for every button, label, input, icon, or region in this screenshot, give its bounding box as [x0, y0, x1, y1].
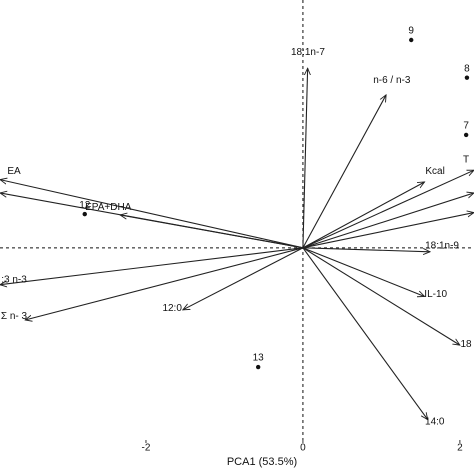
loading-label: 12:0: [162, 303, 182, 314]
point-label: 9: [408, 26, 414, 37]
point-label: 12: [79, 200, 91, 211]
loading-arrow: [0, 180, 304, 249]
loading-arrow: [302, 213, 474, 249]
point-label: 13: [253, 353, 265, 364]
point-label: 8: [464, 63, 470, 74]
loading-arrow: [0, 247, 303, 285]
loading-label: Σ n- 3: [1, 311, 28, 322]
loading-arrow: [302, 68, 308, 248]
loading-label: T: [463, 155, 469, 166]
loading-arrow: [302, 247, 460, 345]
x-tick-label: -2: [142, 443, 151, 454]
sample-point: [464, 75, 470, 80]
loading-arrow: [302, 247, 430, 252]
x-axis-label: PCA1 (53.5%): [227, 456, 297, 468]
loading-label: 14:0: [425, 416, 445, 427]
sample-point: [255, 364, 261, 370]
loading-arrow: [302, 247, 428, 420]
loading-label: Kcal: [425, 166, 444, 177]
loading-label: 18: [460, 339, 472, 350]
loading-arrow: [183, 247, 304, 310]
x-tick-label: 2: [457, 443, 463, 454]
loading-arrow: [0, 193, 304, 249]
loading-label: n-6 / n-3: [373, 75, 411, 86]
point-label: 7: [463, 121, 469, 132]
loading-arrow: [302, 169, 474, 249]
sample-point: [409, 37, 414, 43]
loading-label: 18:1n-9: [425, 241, 459, 252]
loading-arrow: [302, 182, 425, 249]
sample-point: [82, 211, 87, 217]
loading-label: IL-10: [424, 289, 447, 300]
loading-arrow: [25, 247, 304, 320]
loading-arrow: [302, 247, 425, 297]
sample-point: [463, 132, 469, 138]
loading-label: EA: [7, 166, 21, 177]
x-tick-label: 0: [300, 443, 306, 454]
loading-label: EPA+DHA: [85, 202, 132, 213]
loading-label: 18:1n-7: [291, 47, 325, 58]
loading-arrow: [302, 95, 386, 249]
loading-label: :3 n-3: [1, 275, 27, 286]
loading-arrow: [302, 193, 474, 249]
